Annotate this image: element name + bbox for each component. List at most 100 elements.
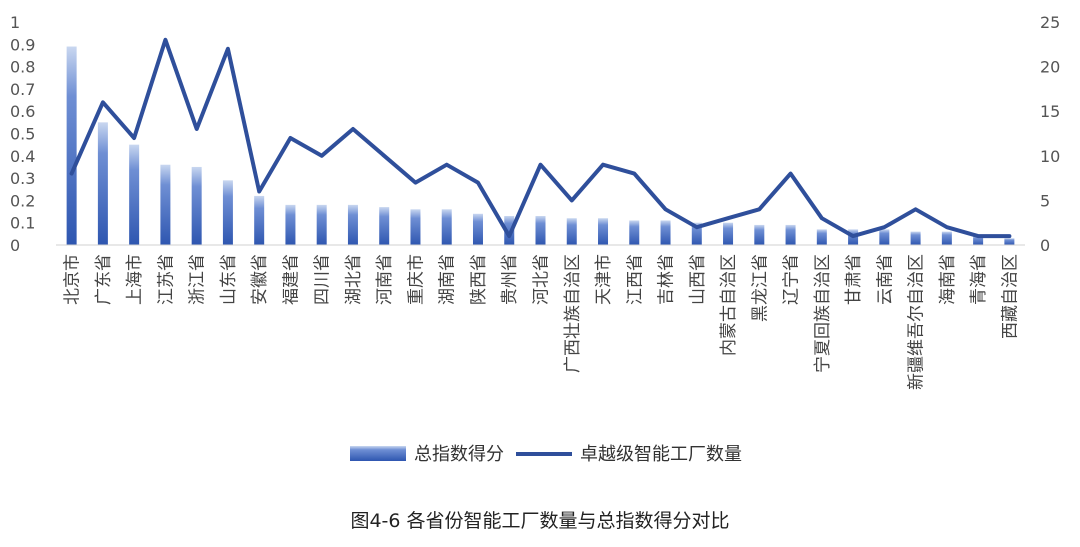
- bar: [723, 222, 734, 245]
- line-series-path: [69, 37, 1012, 239]
- bar: [97, 122, 108, 245]
- left-tick-label: 0: [10, 236, 20, 255]
- line-point: [320, 154, 324, 158]
- line-point: [101, 100, 105, 104]
- line-point: [507, 234, 511, 238]
- bar: [941, 231, 952, 245]
- figure-caption: 图4-6 各省份智能工厂数量与总指数得分对比: [350, 510, 730, 532]
- bar: [816, 229, 827, 245]
- bar: [379, 207, 390, 245]
- category-label: 吉林省: [657, 254, 677, 305]
- bar: [598, 218, 609, 245]
- category-label: 西藏自治区: [1000, 254, 1020, 339]
- category-label: 甘肃省: [844, 254, 864, 305]
- bar: [410, 209, 421, 245]
- line-point: [1007, 234, 1011, 238]
- bar: [1004, 238, 1015, 245]
- right-tick-label: 25: [1040, 13, 1060, 32]
- category-label: 海南省: [938, 254, 958, 305]
- line-point: [476, 181, 480, 185]
- line-point: [695, 225, 699, 229]
- category-label: 江西省: [625, 254, 645, 305]
- left-tick-label: 0.4: [10, 147, 35, 166]
- line-point: [882, 225, 886, 229]
- left-tick-label: 0.7: [10, 80, 35, 99]
- category-label: 四川省: [313, 254, 333, 305]
- bar-series: [66, 46, 1015, 245]
- left-y-axis: 0 0.1 0.2 0.3 0.4 0.5 0.6 0.7 0.8 0.9 1: [10, 13, 35, 255]
- category-label: 宁夏回族自治区: [813, 254, 833, 373]
- line-point: [445, 163, 449, 167]
- category-label: 江苏省: [156, 254, 176, 305]
- line-point: [664, 207, 668, 211]
- bar: [285, 204, 296, 245]
- legend-bar-label: 总指数得分: [414, 444, 504, 465]
- bar: [160, 164, 171, 245]
- bar: [973, 236, 984, 245]
- bar: [222, 180, 233, 245]
- left-tick-label: 0.5: [10, 125, 35, 144]
- bar: [129, 144, 140, 245]
- left-tick-label: 0.8: [10, 58, 35, 77]
- line-point: [257, 189, 261, 193]
- bar: [754, 224, 765, 245]
- category-labels: 北京市 广东省 上海市 江苏省 浙江省 山东省 安徽省 福建省 四川省 湖北省 河南省 重庆市 湖南省陕…: [63, 254, 1021, 390]
- line-point: [570, 198, 574, 202]
- category-label: 福建省: [281, 254, 301, 305]
- bar: [879, 229, 890, 245]
- bar: [191, 166, 202, 245]
- category-label: 新疆维吾尔自治区: [907, 254, 927, 390]
- legend-bar-swatch: [350, 446, 406, 461]
- category-label: 陕西省: [469, 254, 489, 305]
- left-tick-label: 0.6: [10, 102, 35, 121]
- line-point: [382, 154, 386, 158]
- right-tick-label: 10: [1040, 147, 1060, 166]
- line-point: [914, 207, 918, 211]
- line-point: [70, 172, 74, 176]
- left-tick-label: 0.1: [10, 214, 35, 233]
- category-label: 山东省: [219, 254, 239, 305]
- bar: [66, 46, 77, 245]
- line-point: [757, 207, 761, 211]
- category-label: 广西壮族自治区: [563, 254, 583, 373]
- left-tick-label: 1: [10, 13, 20, 32]
- bar: [691, 222, 702, 245]
- category-label: 安徽省: [250, 254, 270, 305]
- right-y-axis: 0 5 10 15 20 25: [1040, 13, 1060, 255]
- line-point: [945, 225, 949, 229]
- bar: [566, 218, 577, 245]
- bar: [254, 195, 265, 245]
- line-point: [632, 172, 636, 176]
- legend: 总指数得分 卓越级智能工厂数量: [350, 444, 742, 465]
- category-label: 浙江省: [188, 254, 208, 305]
- left-tick-label: 0.3: [10, 169, 35, 188]
- category-label: 黑龙江省: [750, 254, 770, 322]
- line-point: [601, 163, 605, 167]
- category-label: 辽宁省: [782, 254, 802, 305]
- line-point: [789, 172, 793, 176]
- line-point: [820, 216, 824, 220]
- bar: [504, 216, 515, 245]
- bar: [535, 216, 546, 245]
- line-point: [195, 127, 199, 131]
- category-label: 北京市: [63, 254, 83, 305]
- line-point: [413, 181, 417, 185]
- bar: [910, 231, 921, 245]
- right-tick-label: 5: [1040, 191, 1050, 210]
- category-label: 贵州省: [500, 254, 520, 305]
- line-point: [851, 234, 855, 238]
- bar: [316, 204, 327, 245]
- category-label: 山西省: [688, 254, 708, 305]
- category-label: 内蒙古自治区: [719, 254, 739, 356]
- category-label: 广东省: [94, 254, 114, 305]
- category-label: 河北省: [532, 254, 552, 305]
- category-label: 青海省: [969, 254, 989, 305]
- bar: [785, 224, 796, 245]
- bar: [347, 204, 358, 245]
- bar: [660, 220, 671, 245]
- line-point: [539, 163, 542, 167]
- category-label: 重庆市: [406, 254, 426, 305]
- line-point: [132, 136, 136, 140]
- category-label: 湖北省: [344, 254, 364, 305]
- line-point: [976, 234, 980, 238]
